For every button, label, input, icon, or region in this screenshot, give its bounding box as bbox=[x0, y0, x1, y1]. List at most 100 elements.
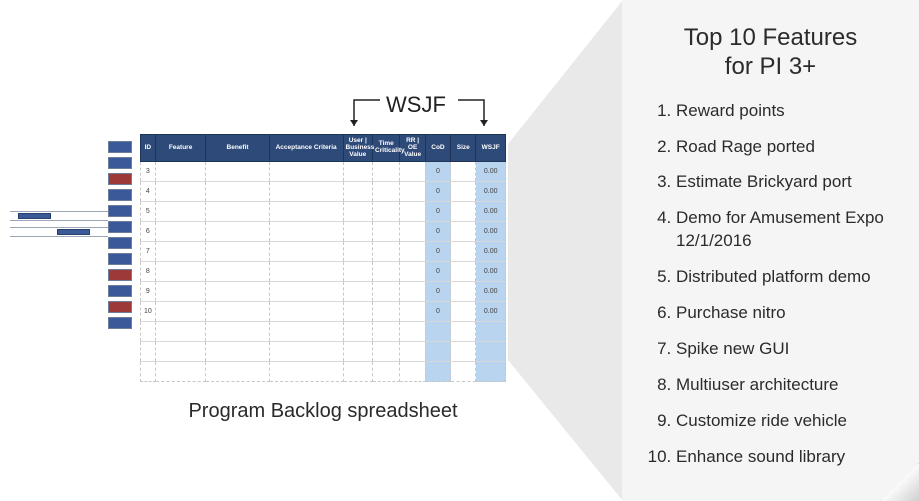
table-row: 300.00 bbox=[141, 162, 506, 182]
mini-box bbox=[108, 189, 132, 201]
mini-box bbox=[108, 285, 132, 297]
cell-wsjf: 0.00 bbox=[476, 222, 506, 242]
cell-size bbox=[451, 362, 476, 382]
cell-rr bbox=[400, 262, 425, 282]
mini-box-stack bbox=[108, 141, 132, 333]
cell-id: 8 bbox=[141, 262, 156, 282]
cell-benefit bbox=[206, 262, 269, 282]
cell-cod: 0 bbox=[425, 202, 450, 222]
cell-benefit bbox=[206, 222, 269, 242]
cell-tc bbox=[373, 162, 400, 182]
cell-size bbox=[451, 302, 476, 322]
cell-id bbox=[141, 362, 156, 382]
mini-box bbox=[108, 237, 132, 249]
cell-acc bbox=[269, 342, 343, 362]
cell-benefit bbox=[206, 182, 269, 202]
cell-benefit bbox=[206, 202, 269, 222]
cell-cod: 0 bbox=[425, 162, 450, 182]
cell-acc bbox=[269, 322, 343, 342]
feature-item: Reward points bbox=[676, 100, 897, 123]
col-benefit: Benefit bbox=[206, 135, 269, 162]
timeline-bar bbox=[57, 229, 90, 235]
cell-ubv bbox=[343, 162, 373, 182]
cell-ubv bbox=[343, 262, 373, 282]
cell-benefit bbox=[206, 242, 269, 262]
cell-cod bbox=[425, 362, 450, 382]
cell-feature bbox=[155, 342, 206, 362]
table-row: 500.00 bbox=[141, 202, 506, 222]
cell-feature bbox=[155, 182, 206, 202]
cell-feature bbox=[155, 162, 206, 182]
cell-acc bbox=[269, 162, 343, 182]
cell-size bbox=[451, 282, 476, 302]
cell-ubv bbox=[343, 242, 373, 262]
cell-ubv bbox=[343, 282, 373, 302]
cell-acc bbox=[269, 362, 343, 382]
col-id: ID bbox=[141, 135, 156, 162]
timeline-track bbox=[10, 211, 108, 221]
cell-wsjf: 0.00 bbox=[476, 182, 506, 202]
cell-feature bbox=[155, 262, 206, 282]
table-row bbox=[141, 342, 506, 362]
cell-size bbox=[451, 222, 476, 242]
cell-rr bbox=[400, 302, 425, 322]
cell-cod: 0 bbox=[425, 182, 450, 202]
feature-item: Distributed platform demo bbox=[676, 266, 897, 289]
cell-id: 9 bbox=[141, 282, 156, 302]
cell-rr bbox=[400, 182, 425, 202]
col-cod: CoD bbox=[425, 135, 450, 162]
feature-item: Customize ride vehicle bbox=[676, 410, 897, 433]
top-features-panel: Top 10 Features for PI 3+ Reward pointsR… bbox=[622, 0, 919, 501]
col-feature: Feature bbox=[155, 135, 206, 162]
table-header-row: IDFeatureBenefitAcceptance CriteriaUser … bbox=[141, 135, 506, 162]
cell-tc bbox=[373, 222, 400, 242]
table-row: 700.00 bbox=[141, 242, 506, 262]
top-features-list: Reward points Road Rage ported Estimate Br… bbox=[644, 100, 897, 469]
cell-wsjf bbox=[476, 322, 506, 342]
cell-size bbox=[451, 162, 476, 182]
cell-cod bbox=[425, 322, 450, 342]
mini-box bbox=[108, 317, 132, 329]
cell-acc bbox=[269, 302, 343, 322]
feature-item: Enhance sound library bbox=[676, 446, 897, 469]
feature-item: Purchase nitro bbox=[676, 302, 897, 325]
timeline-track bbox=[10, 227, 108, 237]
cell-feature bbox=[155, 322, 206, 342]
cell-acc bbox=[269, 282, 343, 302]
cell-tc bbox=[373, 302, 400, 322]
mini-box bbox=[108, 269, 132, 281]
spreadsheet-block: IDFeatureBenefitAcceptance CriteriaUser … bbox=[140, 134, 506, 423]
cell-ubv bbox=[343, 342, 373, 362]
cell-cod: 0 bbox=[425, 302, 450, 322]
mini-box bbox=[108, 301, 132, 313]
backlog-table: IDFeatureBenefitAcceptance CriteriaUser … bbox=[140, 134, 506, 382]
panel-title: Top 10 Features for PI 3+ bbox=[644, 24, 897, 82]
cell-id: 10 bbox=[141, 302, 156, 322]
cell-rr bbox=[400, 242, 425, 262]
cell-id: 5 bbox=[141, 202, 156, 222]
cell-wsjf: 0.00 bbox=[476, 302, 506, 322]
feature-item: Estimate Brickyard port bbox=[676, 171, 897, 194]
cell-rr bbox=[400, 362, 425, 382]
cell-acc bbox=[269, 202, 343, 222]
cell-acc bbox=[269, 242, 343, 262]
cell-ubv bbox=[343, 202, 373, 222]
cell-benefit bbox=[206, 282, 269, 302]
cell-rr bbox=[400, 162, 425, 182]
cell-wsjf bbox=[476, 342, 506, 362]
table-row: 10 0 0.00 bbox=[141, 302, 506, 322]
cell-feature bbox=[155, 242, 206, 262]
table-row bbox=[141, 362, 506, 382]
cell-size bbox=[451, 262, 476, 282]
cell-feature bbox=[155, 302, 206, 322]
cell-rr bbox=[400, 322, 425, 342]
cell-rr bbox=[400, 202, 425, 222]
cell-tc bbox=[373, 182, 400, 202]
cell-ubv bbox=[343, 322, 373, 342]
mini-box bbox=[108, 173, 132, 185]
cell-wsjf: 0.00 bbox=[476, 202, 506, 222]
wsjf-arrow-left bbox=[342, 92, 382, 134]
cell-size bbox=[451, 182, 476, 202]
feature-item: Road Rage ported bbox=[676, 136, 897, 159]
cell-feature bbox=[155, 282, 206, 302]
